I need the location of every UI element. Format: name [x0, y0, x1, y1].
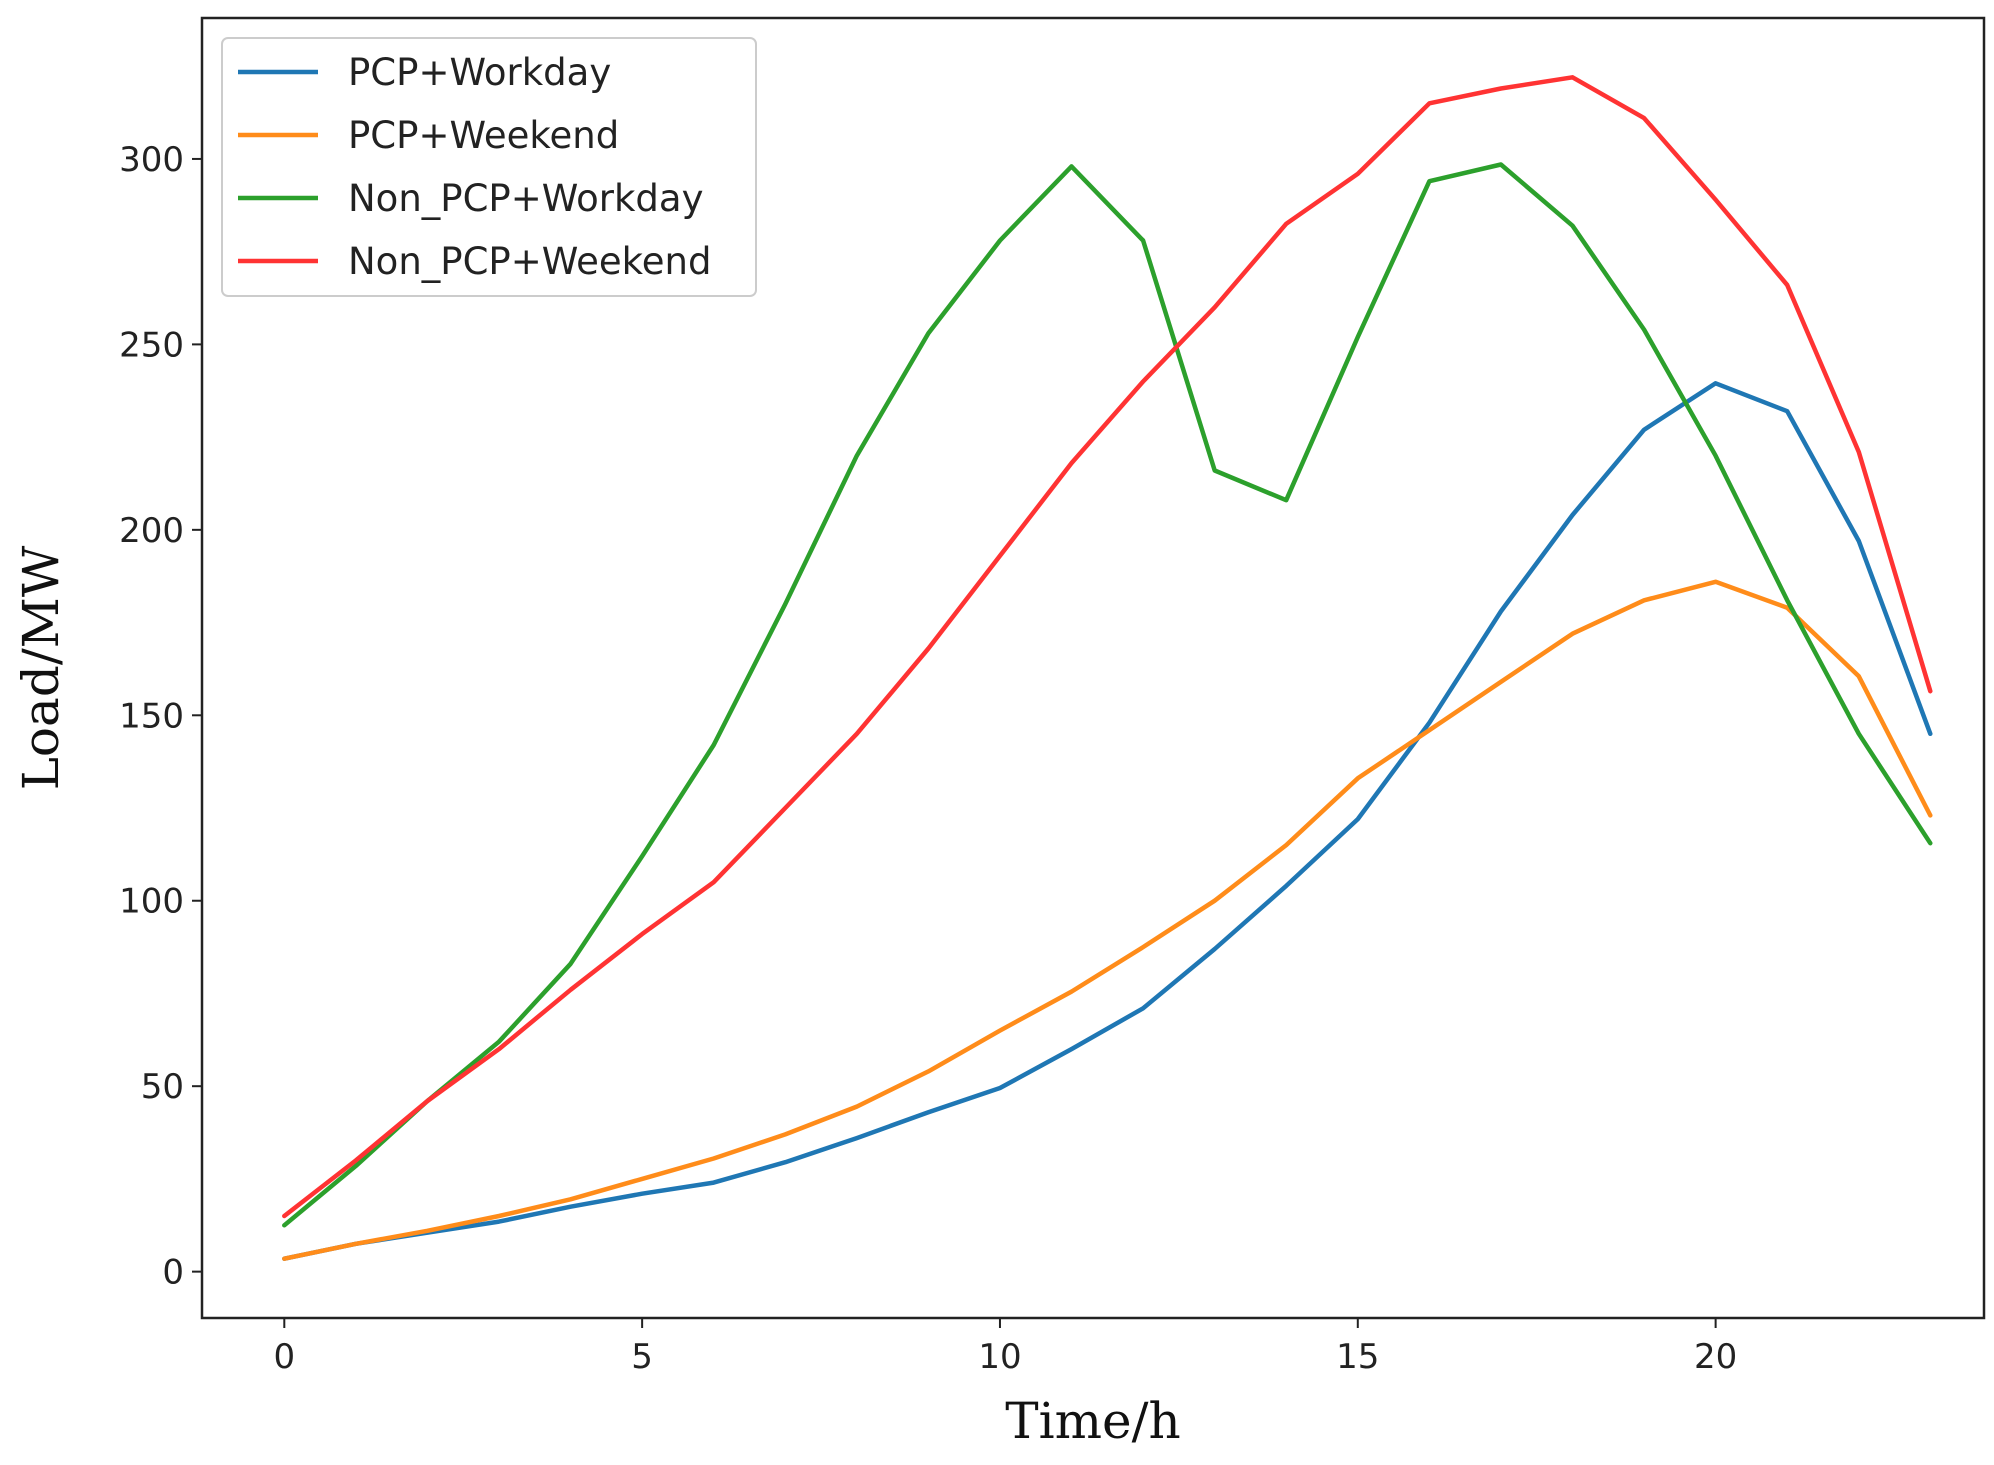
y-tick-label: 250: [119, 325, 184, 365]
plot-lines: [282, 75, 1933, 1261]
plot-frame: [200, 16, 1986, 1320]
series-line-pcp-workday: [282, 381, 1933, 1261]
legend-label: PCP+Weekend: [348, 114, 619, 157]
y-tick-label: 150: [119, 696, 184, 736]
legend-label: Non_PCP+Weekend: [348, 240, 711, 283]
y-tick-label: 50: [141, 1067, 184, 1107]
y-tick-label: 100: [119, 882, 184, 922]
legend-box: [221, 37, 757, 297]
x-axis-ticks: 0 5 10 15 20: [273, 1318, 1737, 1377]
y-tick-label: 0: [162, 1253, 184, 1293]
legend: PCP+Workday PCP+Weekend Non_PCP+Workday Non…: [221, 37, 757, 297]
y-axis-title: Load/MW: [12, 545, 70, 790]
y-tick-label: 300: [119, 140, 184, 180]
legend-label: PCP+Workday: [348, 51, 611, 94]
y-axis-ticks: 0 50 100 150 200 250 300: [119, 140, 202, 1293]
series-line-non-pcp-workday: [282, 162, 1933, 1228]
x-axis-title: Time/h: [1005, 1392, 1180, 1450]
x-tick-label: 20: [1694, 1337, 1737, 1377]
x-tick-label: 15: [1336, 1337, 1379, 1377]
x-tick-label: 10: [978, 1337, 1021, 1377]
legend-label: Non_PCP+Workday: [348, 177, 703, 220]
x-tick-label: 0: [273, 1337, 295, 1377]
x-tick-label: 5: [631, 1337, 653, 1377]
series-line-pcp-weekend: [282, 579, 1933, 1261]
series-line-non-pcp-weekend: [282, 75, 1933, 1219]
y-tick-label: 200: [119, 511, 184, 551]
